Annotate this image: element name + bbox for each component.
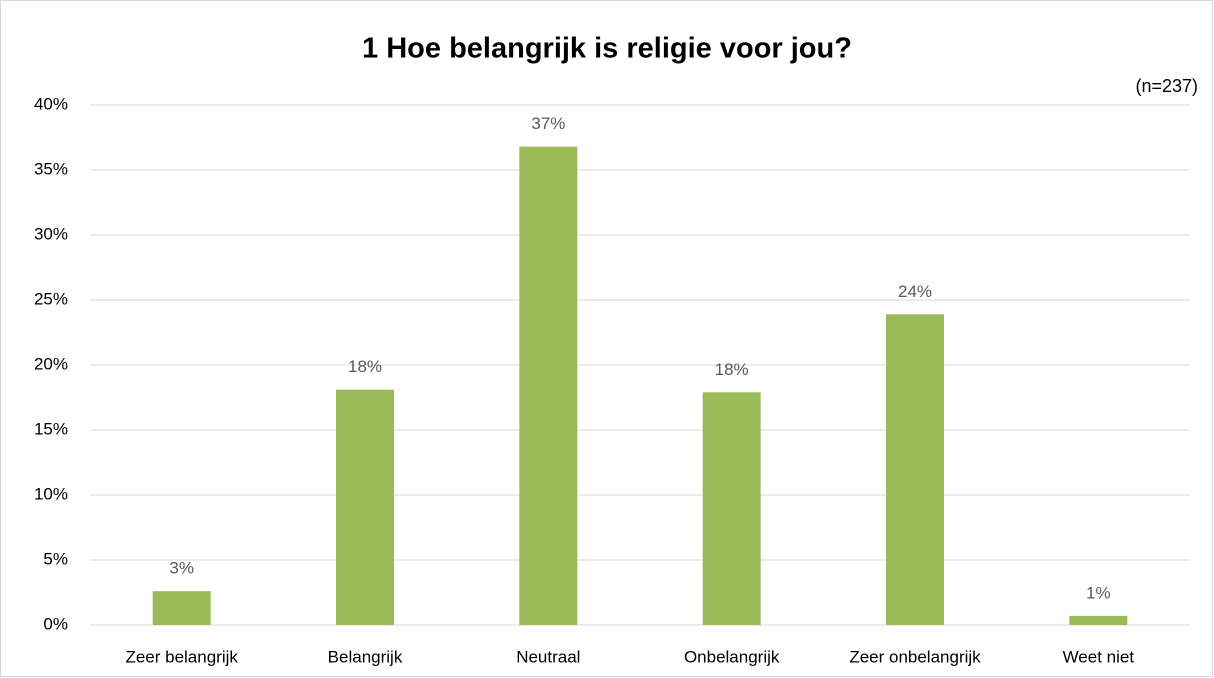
value-label: 18% — [715, 360, 749, 379]
y-tick-label: 35% — [34, 159, 68, 178]
annotation: (n=237) — [1135, 76, 1198, 96]
value-label: 1% — [1086, 583, 1111, 602]
bar — [152, 591, 211, 625]
bar — [336, 389, 394, 625]
y-tick-label: 0% — [43, 614, 68, 633]
bar — [1069, 615, 1128, 625]
y-tick-label: 25% — [34, 289, 68, 308]
y-tick-label: 10% — [34, 484, 68, 503]
value-label: 3% — [169, 559, 194, 578]
x-tick-label: Weet niet — [1063, 647, 1135, 666]
value-label: 24% — [898, 282, 932, 301]
y-tick-label: 40% — [34, 94, 68, 113]
value-label: 37% — [531, 114, 565, 133]
y-tick-label: 15% — [34, 419, 68, 438]
x-tick-label: Zeer belangrijk — [125, 647, 238, 666]
chart-title: 1 Hoe belangrijk is religie voor jou? — [362, 33, 852, 65]
bar — [519, 146, 578, 625]
y-tick-label: 30% — [34, 224, 68, 243]
bar — [886, 314, 944, 625]
y-tick-label: 20% — [34, 354, 68, 373]
x-tick-label: Zeer onbelangrijk — [849, 647, 981, 666]
x-tick-label: Neutraal — [516, 647, 580, 666]
x-tick-label: Onbelangrijk — [684, 647, 780, 666]
bar — [702, 392, 761, 625]
x-tick-label: Belangrijk — [328, 647, 403, 666]
value-label: 18% — [348, 357, 382, 376]
y-tick-label: 5% — [43, 549, 68, 568]
